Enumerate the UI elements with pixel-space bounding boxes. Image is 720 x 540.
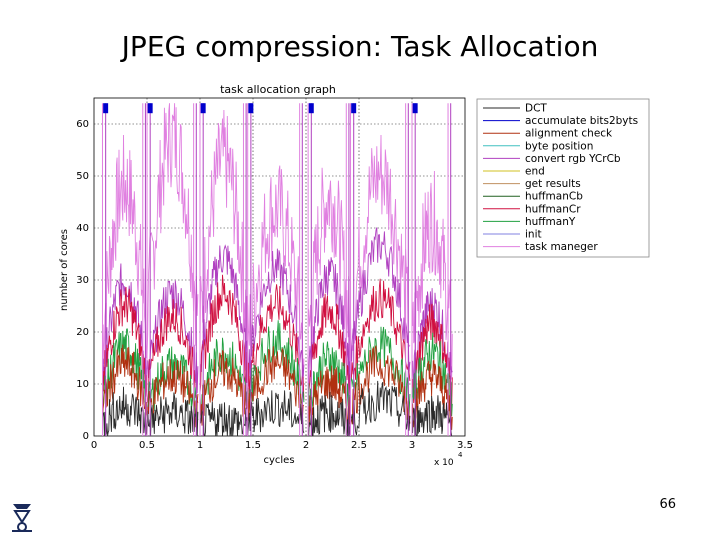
y-tick-label: 0 — [83, 431, 89, 442]
series-layer — [101, 103, 453, 437]
y-tick-label: 30 — [76, 275, 89, 286]
x-multiplier-label: x 10 — [434, 458, 454, 468]
legend-label: huffmanCr — [525, 203, 581, 215]
accumulate-marker — [351, 103, 357, 114]
accumulate-marker — [200, 103, 206, 114]
x-tick-label: 3 — [409, 440, 415, 451]
series-line-alignment-check — [102, 344, 453, 430]
x-tick-label: 1 — [197, 440, 203, 451]
legend-label: get results — [525, 178, 581, 190]
y-tick-label: 40 — [76, 223, 89, 234]
series-line-huffmancr — [102, 274, 453, 407]
legend-label: byte position — [525, 140, 593, 152]
x-axis-label: cycles — [263, 455, 294, 466]
x-tick-label: 1.5 — [245, 440, 261, 451]
series-line-dct — [102, 380, 453, 437]
x-tick-label: 0.5 — [139, 440, 155, 451]
legend-label: DCT — [525, 103, 547, 115]
accumulate-marker — [103, 103, 109, 114]
legend-box — [476, 98, 650, 258]
legend-label: end — [525, 166, 545, 178]
series-line-convert-rgb-ycrcb — [102, 227, 453, 394]
accumulate-marker — [248, 103, 254, 114]
legend-label: alignment check — [525, 128, 613, 140]
series-line-task-maneger — [102, 103, 453, 381]
accumulate-marker — [308, 103, 314, 114]
accumulate-marker — [412, 103, 418, 114]
x-multiplier-exponent: 4 — [458, 451, 463, 459]
legend-label: huffmanY — [525, 216, 576, 228]
slide-title: JPEG compression: Task Allocation — [121, 30, 599, 63]
accumulate-marker — [147, 103, 153, 114]
page-number: 66 — [659, 497, 676, 512]
y-axis-label: number of cores — [59, 229, 70, 311]
legend-label: convert rgb YCrCb — [525, 153, 621, 165]
x-tick-label: 2.5 — [351, 440, 367, 451]
legend-label: init — [525, 229, 542, 241]
y-tick-label: 50 — [76, 171, 89, 182]
x-tick-label: 3.5 — [457, 440, 473, 451]
institution-logo — [12, 504, 32, 532]
y-tick-label: 20 — [76, 327, 89, 338]
x-tick-label: 0 — [91, 440, 97, 451]
legend-label: huffmanCb — [525, 191, 583, 203]
y-tick-label: 60 — [76, 119, 89, 130]
x-tick-label: 2 — [303, 440, 309, 451]
chart-title: task allocation graph — [220, 83, 336, 96]
y-tick-label: 10 — [76, 379, 89, 390]
legend-label: accumulate bits2byts — [525, 115, 638, 127]
legend-label: task maneger — [525, 241, 598, 253]
axis-layer: 0 0.5 1 1.5 2 2.5 3 3.5 0 10 20 30 40 50 60 — [76, 119, 473, 451]
